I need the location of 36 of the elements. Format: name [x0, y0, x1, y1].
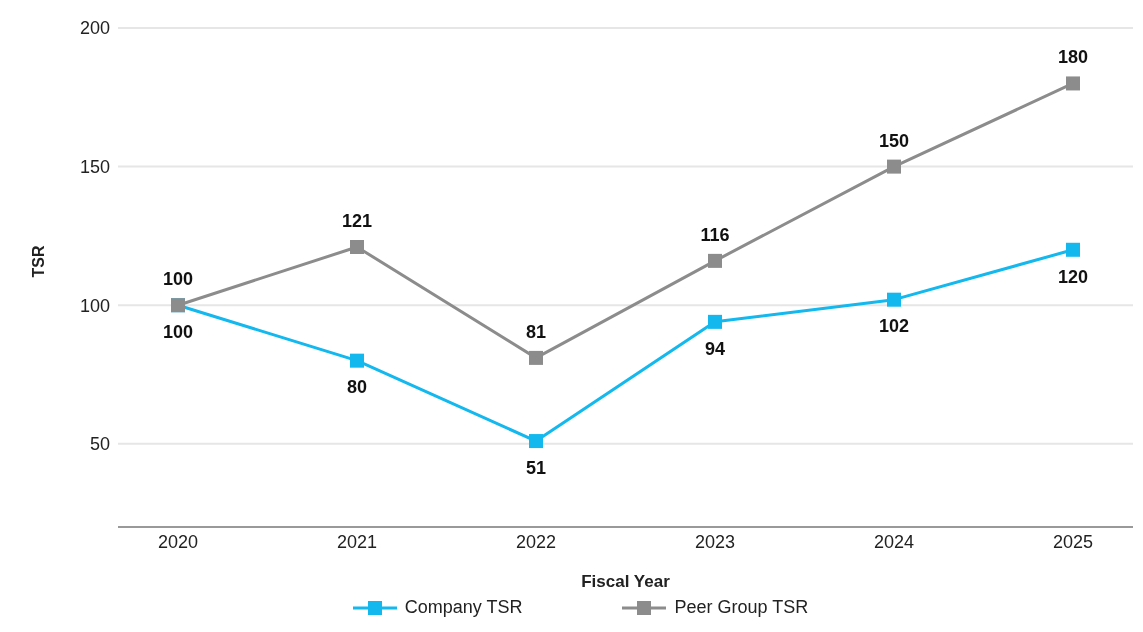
point [887, 159, 901, 174]
x-axis-title: Fiscal Year [581, 572, 671, 591]
point [887, 292, 901, 307]
x-tick-label: 2020 [157, 531, 199, 552]
data-label: 100 [162, 269, 194, 290]
data-label: 81 [525, 321, 547, 342]
x-tick-label: 2021 [336, 531, 378, 552]
data-label: 51 [525, 457, 547, 478]
data-label: 80 [346, 377, 368, 398]
data-label: 121 [341, 211, 373, 232]
y-tick-label: 200 [79, 18, 110, 39]
legend-label: Company TSR [404, 597, 523, 618]
y-tick-label: 100 [79, 295, 110, 316]
point [1066, 76, 1080, 91]
point [350, 240, 364, 255]
point [350, 353, 364, 368]
legend-label: Peer Group TSR [674, 597, 809, 618]
x-tick-label: 2022 [515, 531, 557, 552]
x-tick-label: 2024 [873, 531, 915, 552]
data-label: 116 [700, 224, 730, 245]
data-label: 180 [1057, 47, 1089, 68]
data-label: 100 [162, 322, 194, 342]
point [708, 314, 722, 329]
data-label: 150 [878, 130, 910, 151]
x-tick-label: 2023 [694, 531, 736, 552]
y-tick-label: 150 [79, 157, 110, 177]
data-label: 102 [878, 316, 910, 337]
point [529, 350, 543, 365]
x-tick-label: 2025 [1052, 531, 1094, 552]
point [529, 434, 543, 449]
point [708, 253, 722, 268]
y-axis-title: TSR [29, 245, 47, 278]
data-label: 120 [1057, 266, 1089, 287]
point [1066, 242, 1080, 257]
data-label: 94 [704, 338, 726, 359]
y-tick-label: 50 [89, 434, 110, 455]
